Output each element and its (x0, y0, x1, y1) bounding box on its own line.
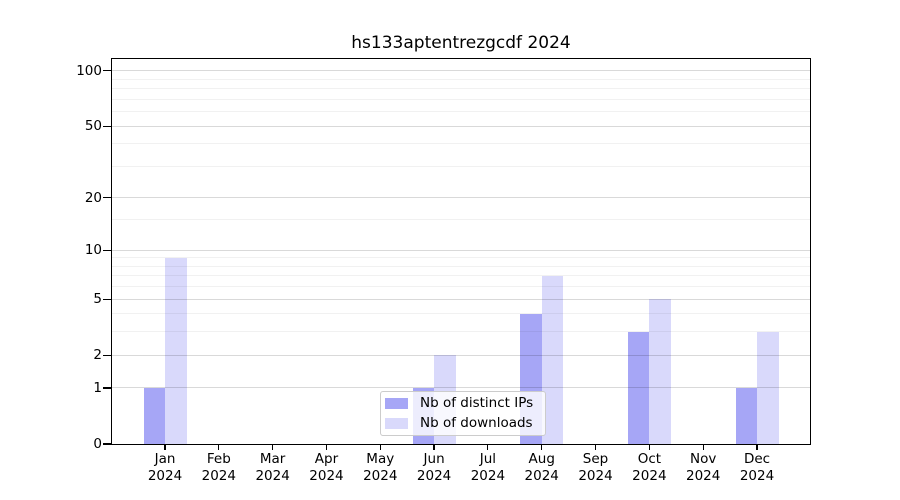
y-axis-tick-label: 0 (93, 436, 102, 452)
gridline-minor (112, 265, 810, 267)
y-axis-tick-label: 100 (76, 62, 102, 79)
gridline-minor (112, 165, 810, 167)
x-axis-tick-label: Feb 2024 (201, 451, 236, 484)
x-axis-tick-mark (594, 445, 597, 450)
legend-item: Nb of distinct IPs (385, 395, 539, 412)
x-axis-tick-label: Aug 2024 (524, 451, 559, 484)
x-axis-tick-mark (272, 445, 274, 450)
gridline-minor (112, 286, 810, 288)
y-axis-tick-mark (103, 249, 111, 251)
x-axis-tick-mark (379, 445, 381, 450)
gridline-major (112, 70, 810, 72)
x-axis-tick-label: Oct 2024 (632, 451, 667, 484)
gridline-minor (112, 219, 810, 221)
x-axis-tick-label: Jan 2024 (147, 451, 183, 484)
legend-swatch-downloads (385, 418, 408, 429)
x-axis-tick-mark (164, 445, 166, 450)
gridline-minor (112, 88, 810, 90)
y-axis-tick-label: 20 (84, 189, 102, 206)
legend: Nb of distinct IPs Nb of downloads (380, 391, 546, 436)
y-axis-tick-label: 5 (93, 291, 102, 308)
x-axis-tick-mark (433, 445, 435, 450)
bar-downloads (165, 257, 187, 444)
chart-title: hs133aptentrezgcdf 2024 (351, 33, 571, 53)
legend-label: Nb of distinct IPs (420, 395, 534, 411)
gridline-major (112, 298, 810, 300)
bar-distinct-ips (735, 387, 757, 444)
x-axis-tick-label: Nov 2024 (685, 451, 721, 484)
gridline-major (112, 387, 810, 389)
x-axis-tick-mark (487, 445, 489, 450)
plot-area: Nb of distinct IPs Nb of downloads 0 1 2 5 1… (76, 58, 811, 484)
gridline-minor (112, 98, 810, 100)
x-axis-tick-mark (756, 445, 758, 450)
gridline-major (112, 249, 810, 251)
y-axis-tick-mark (103, 443, 111, 445)
x-axis-tick-label: Jun 2024 (416, 451, 452, 484)
y-axis-tick-mark (103, 387, 111, 389)
y-axis-tick-mark (103, 298, 111, 300)
gridline-major (112, 354, 810, 356)
gridline-major (112, 125, 810, 127)
y-axis-tick-mark (103, 125, 111, 127)
x-axis-tick-label: Sep 2024 (578, 451, 613, 484)
gridline-major (112, 197, 810, 199)
x-axis-tick-label: Dec 2024 (739, 451, 775, 484)
x-axis-tick-label: Mar 2024 (255, 451, 290, 484)
x-axis-tick-mark (648, 445, 650, 450)
legend-swatch-distinct-ips (385, 398, 408, 409)
y-axis-tick-label: 50 (84, 118, 102, 135)
gridline-minor (112, 143, 810, 145)
gridline-minor (112, 78, 810, 80)
x-axis-tick-mark (218, 445, 220, 450)
gridline-minor (112, 257, 810, 259)
gridline-minor (112, 111, 810, 113)
legend-label: Nb of downloads (420, 415, 533, 431)
x-axis-tick-mark (702, 445, 704, 450)
y-axis-tick-label: 1 (93, 379, 102, 396)
gridline-minor (112, 313, 810, 315)
gridline-minor (112, 275, 810, 277)
y-axis-tick-label: 2 (93, 347, 102, 364)
y-axis-tick-label: 10 (84, 242, 102, 259)
x-axis-tick-label: Apr 2024 (309, 451, 344, 484)
x-axis-tick-mark (541, 445, 543, 450)
bar-downloads (649, 299, 671, 444)
legend-item: Nb of downloads (385, 415, 539, 432)
bar-distinct-ips (143, 387, 165, 444)
x-axis-tick-label: Jul 2024 (470, 451, 506, 484)
y-axis-tick-mark (103, 354, 111, 356)
y-axis-tick-mark (103, 70, 111, 72)
x-axis-tick-label: May 2024 (363, 451, 398, 484)
x-axis-tick-mark (325, 445, 328, 450)
bar-downloads (541, 275, 564, 444)
gridline-minor (112, 331, 810, 333)
y-axis-tick-mark (103, 197, 111, 199)
